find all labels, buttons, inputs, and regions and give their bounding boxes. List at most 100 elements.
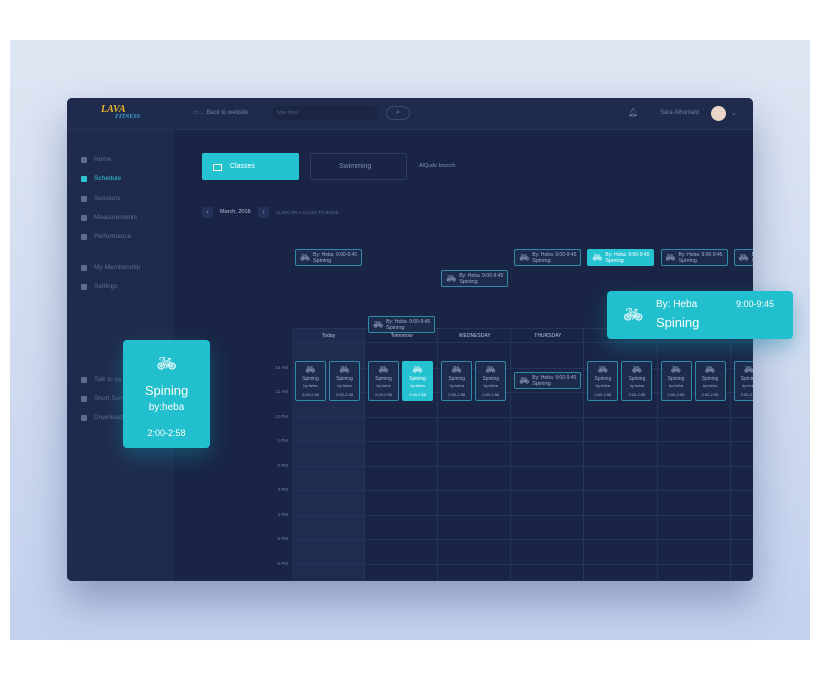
nav-item[interactable]: Measurements [94, 214, 137, 221]
class-popup[interactable]: 🚲︎ By: Heba 9:00-9:45 Spining [607, 291, 793, 339]
bike-icon: 🚲︎ [519, 253, 530, 262]
nav-icon [81, 265, 87, 271]
class-title: Spining [313, 258, 332, 264]
class-trainer: by:heba [376, 383, 391, 388]
popup-trainer: by:heba [148, 402, 185, 413]
class-time: 2:00-2:58 [594, 392, 612, 397]
class-title: Spining [336, 376, 353, 382]
time-label: 4 PM [277, 511, 288, 517]
class-time: 2:00-2:58 [375, 392, 393, 397]
next-button[interactable]: › [258, 207, 269, 218]
tab-label[interactable]: Classes [230, 163, 255, 170]
nav-icon [81, 415, 87, 421]
nav-item[interactable]: Settings [94, 283, 118, 290]
day-header: Tomorrow [390, 333, 413, 339]
row-line [292, 539, 753, 540]
row-line [292, 392, 753, 393]
nav-icon [81, 377, 87, 383]
class-trainer: by:heba [741, 383, 753, 388]
nav-icon [81, 196, 87, 202]
nav-icon [81, 157, 87, 163]
class-trainer: by:heba [702, 383, 718, 388]
class-trainer: By: Heba [605, 252, 626, 258]
class-trainer: by:heba [483, 383, 498, 388]
bike-icon: 🚲︎ [485, 365, 496, 374]
nav-item[interactable]: Schedule [94, 175, 122, 182]
nav-item[interactable]: Home [94, 156, 112, 163]
search-input[interactable]: type here [271, 106, 379, 120]
avatar[interactable] [711, 106, 726, 121]
time-label: 2 PM [277, 462, 288, 468]
month-label: March, 2018 [220, 209, 251, 215]
nav-icon [81, 176, 87, 182]
bike-icon: 🚲︎ [339, 365, 350, 374]
bike-icon: 🚲︎ [373, 320, 384, 329]
branch-label: AlQuds brunch [419, 163, 456, 169]
class-title: Spining [302, 376, 319, 382]
nav-item[interactable]: Performance [94, 233, 132, 240]
nav-item[interactable]: My Membership [94, 264, 141, 271]
bell-icon[interactable]: 🔔︎ [628, 108, 639, 117]
class-title: Spining [532, 381, 551, 387]
class-time: 9:00-9:45 [555, 252, 577, 258]
column-line [364, 328, 366, 581]
class-title: Spining [678, 258, 697, 264]
nav-item[interactable]: Sessions [94, 195, 121, 202]
tab-label[interactable]: Swimming [339, 163, 372, 170]
bike-icon: 🚲︎ [623, 307, 644, 324]
nav-item[interactable]: Talk to us [94, 376, 122, 383]
dropdown-caret[interactable]: ⌄ [731, 110, 737, 117]
class-time: 9:00-9:45 [409, 319, 431, 325]
class-trainer: by:heba [449, 383, 464, 388]
nav-item[interactable]: Download App [94, 414, 136, 421]
bike-icon: 🚲︎ [744, 365, 753, 374]
column-line [729, 328, 731, 581]
class-trainer: by:heba [629, 383, 644, 388]
class-time: 2:00-2:58 [667, 392, 685, 397]
class-title: Spining [375, 376, 392, 382]
column-line [510, 328, 512, 581]
back-link[interactable]: ▭→ Back to website [193, 110, 249, 116]
row-line [292, 490, 753, 491]
time-label: 1 PM [277, 438, 288, 443]
prev-button[interactable]: ‹ [202, 207, 213, 218]
class-title: Spining [386, 325, 405, 331]
class-time: 2:00-2:58 [336, 392, 353, 397]
nav-icon [81, 284, 87, 290]
user-name[interactable]: Sara Alhumaid [660, 110, 700, 116]
class-trainer: By: Heba [752, 252, 753, 258]
bike-icon: 🚲︎ [597, 365, 608, 374]
class-trainer: By: Heba [678, 252, 700, 258]
bike-icon: 🚲︎ [704, 365, 716, 374]
bike-icon: 🚲︎ [670, 365, 682, 374]
bike-icon: 🚲︎ [738, 253, 749, 262]
back-text: Back to website [206, 110, 249, 116]
nav-item[interactable]: Short Survey [94, 395, 132, 402]
class-trainer: by:heba [337, 383, 352, 388]
day-header: THURSDAY [534, 333, 562, 339]
tab[interactable] [310, 153, 407, 180]
class-popup[interactable]: 🚲︎ Spining by:heba 2:00-2:58 [123, 340, 210, 448]
search-button[interactable]: ⌕ [386, 106, 410, 120]
tab-active[interactable] [202, 153, 299, 180]
bike-icon: 🚲︎ [592, 253, 603, 262]
